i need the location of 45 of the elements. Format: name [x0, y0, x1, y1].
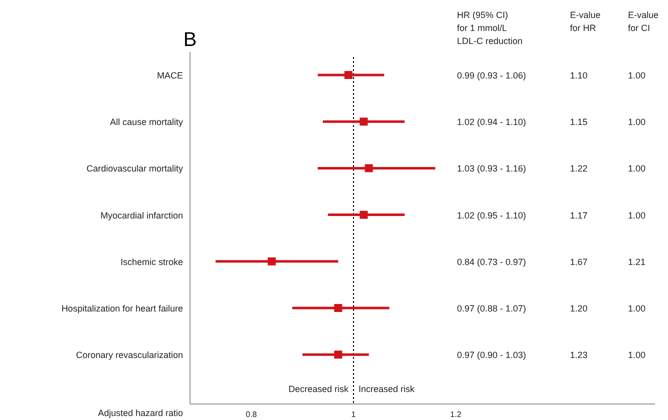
- annotation: 1.22: [570, 164, 588, 174]
- chart-title: B: [183, 29, 197, 51]
- annotation: 1.00: [628, 117, 646, 128]
- annotation: Increased risk: [358, 384, 416, 394]
- point: [334, 350, 342, 359]
- annotation: 1.00: [628, 304, 646, 314]
- annotation: 1.03 (0.93 - 1.16): [457, 164, 526, 174]
- annotation: 1.00: [628, 350, 646, 360]
- annotation: 1.67: [570, 256, 588, 267]
- annotation: 1.17: [570, 210, 588, 220]
- y-tick-label: Myocardial infarction: [100, 210, 183, 220]
- annotation: Decreased risk: [288, 384, 350, 394]
- annotation: 1.21: [628, 256, 646, 267]
- y-tick-label: Ischemic stroke: [120, 256, 183, 267]
- x-tick-label: 0.8: [246, 410, 258, 419]
- annotation: 1.10: [570, 70, 588, 80]
- y-tick-label: All cause mortality: [110, 117, 184, 128]
- text: E-value for HR: [570, 10, 601, 33]
- annotation: 1.20: [570, 304, 588, 314]
- x-tick-label: 1: [351, 410, 356, 419]
- x-tick-label: 1.2: [450, 410, 462, 419]
- text: HR (95% CI) for 1 mmol/L LDL-C reduction: [457, 10, 523, 46]
- annotation: 1.00: [628, 210, 646, 220]
- x-axis-title: Adjusted hazard ratio: [98, 408, 183, 418]
- annotation: 1.23: [570, 350, 588, 360]
- point: [334, 304, 342, 312]
- text: E-value for CI: [628, 10, 659, 33]
- annotation: 0.99 (0.93 - 1.06): [457, 70, 526, 80]
- annotation: 1.00: [628, 70, 646, 80]
- point: [364, 164, 373, 172]
- annotation: 0.97 (0.90 - 1.03): [457, 350, 526, 360]
- y-tick-label: Hospitalization for heart failure: [61, 304, 183, 314]
- annotation: 1.15: [570, 117, 588, 128]
- annotation: 1.02 (0.94 - 1.10): [457, 117, 526, 128]
- point: [344, 71, 352, 79]
- annotation: 0.84 (0.73 - 0.97): [457, 256, 526, 267]
- annotation: 1.00: [628, 164, 646, 174]
- point: [360, 118, 368, 126]
- point: [360, 210, 368, 219]
- y-tick-label: MACE: [156, 70, 183, 80]
- annotation: 0.97 (0.88 - 1.07): [457, 304, 526, 314]
- annotation: 1.02 (0.95 - 1.10): [457, 210, 526, 220]
- y-tick-label: Coronary revascularization: [76, 350, 183, 360]
- y-tick-label: Cardiovascular mortality: [86, 164, 184, 174]
- point: [268, 257, 276, 266]
